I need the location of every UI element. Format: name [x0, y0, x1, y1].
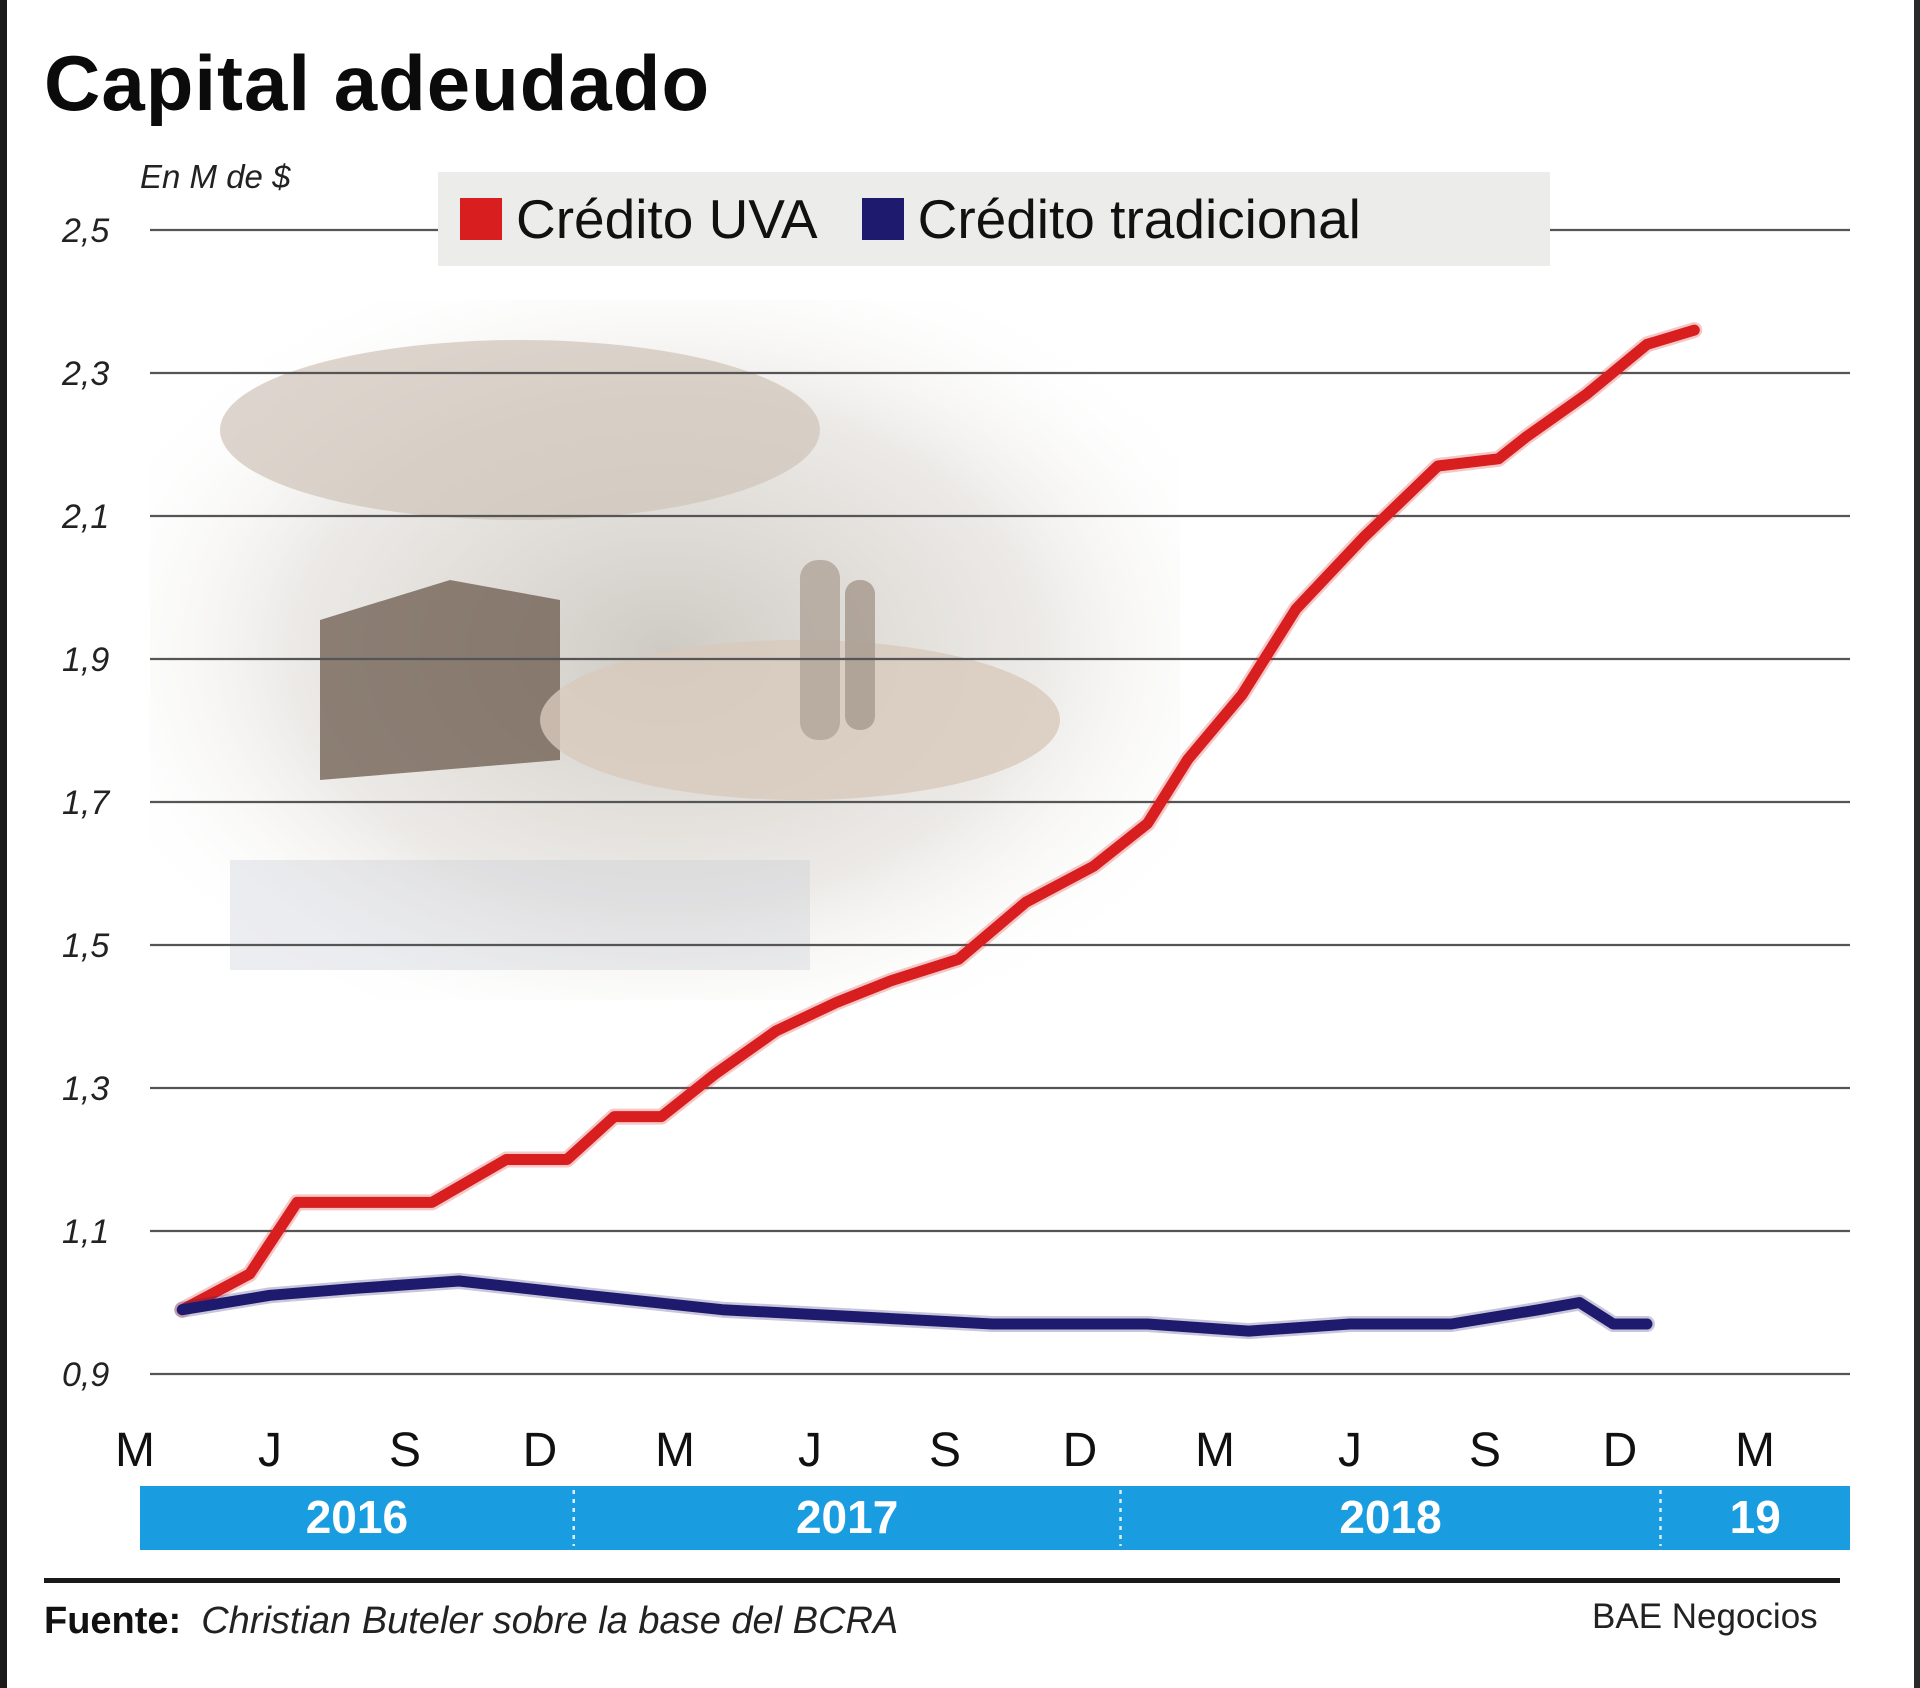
year-label: 2017 [796, 1491, 898, 1543]
footer-divider [44, 1578, 1840, 1583]
x-tick-label: M [115, 1424, 155, 1477]
y-tick-label: 1,5 [62, 927, 109, 965]
unit-label: En M de $ [140, 158, 291, 195]
legend-item-uva: Crédito UVA [460, 187, 818, 251]
x-tick-label: J [1338, 1424, 1362, 1477]
y-tick-label: 2,1 [61, 498, 109, 536]
source-text: Christian Buteler sobre la base del BCRA [201, 1600, 899, 1642]
legend-swatch-tradicional [861, 198, 904, 240]
x-tick-label: J [798, 1424, 822, 1477]
source-label: Fuente: [44, 1600, 182, 1642]
publisher-credit: BAE Negocios [1592, 1597, 1818, 1636]
x-tick-label: M [1195, 1424, 1235, 1477]
x-tick-label: S [389, 1424, 421, 1477]
legend-swatch-uva [460, 198, 502, 240]
y-tick-label: 1,7 [62, 784, 110, 822]
x-tick-label: D [523, 1424, 558, 1477]
left-border [0, 0, 7, 1688]
y-tick-label: 1,9 [62, 641, 109, 679]
x-tick-label: S [1469, 1424, 1501, 1477]
series-line-uva [176, 324, 1700, 1316]
legend: Crédito UVA Crédito tradicional [438, 172, 1550, 266]
year-band [140, 1486, 1850, 1550]
legend-label-tradicional: Crédito tradicional [917, 188, 1361, 250]
year-label: 2016 [306, 1491, 408, 1543]
year-label: 19 [1730, 1491, 1781, 1543]
legend-item-tradicional: Crédito tradicional [861, 187, 1361, 251]
year-label: 2018 [1339, 1491, 1441, 1543]
legend-label-uva: Crédito UVA [516, 188, 818, 250]
x-tick-label: D [1063, 1424, 1098, 1477]
series-line-tradicional [176, 1275, 1653, 1337]
x-tick-label: M [655, 1424, 695, 1477]
x-tick-label: M [1735, 1424, 1775, 1477]
x-tick-label: J [258, 1424, 282, 1477]
y-tick-label: 2,5 [61, 212, 109, 250]
x-tick-label: S [929, 1424, 961, 1477]
y-tick-label: 1,3 [62, 1070, 109, 1108]
chart-title: Capital adeudado [44, 39, 711, 127]
y-tick-label: 2,3 [61, 355, 109, 393]
hands-keys-photo [150, 300, 1180, 1000]
y-tick-label: 0,9 [62, 1356, 109, 1394]
y-tick-label: 1,1 [62, 1213, 109, 1251]
source-note: Fuente: Christian Buteler sobre la base d… [44, 1600, 898, 1643]
x-tick-label: D [1603, 1424, 1638, 1477]
right-border [1914, 0, 1920, 1688]
